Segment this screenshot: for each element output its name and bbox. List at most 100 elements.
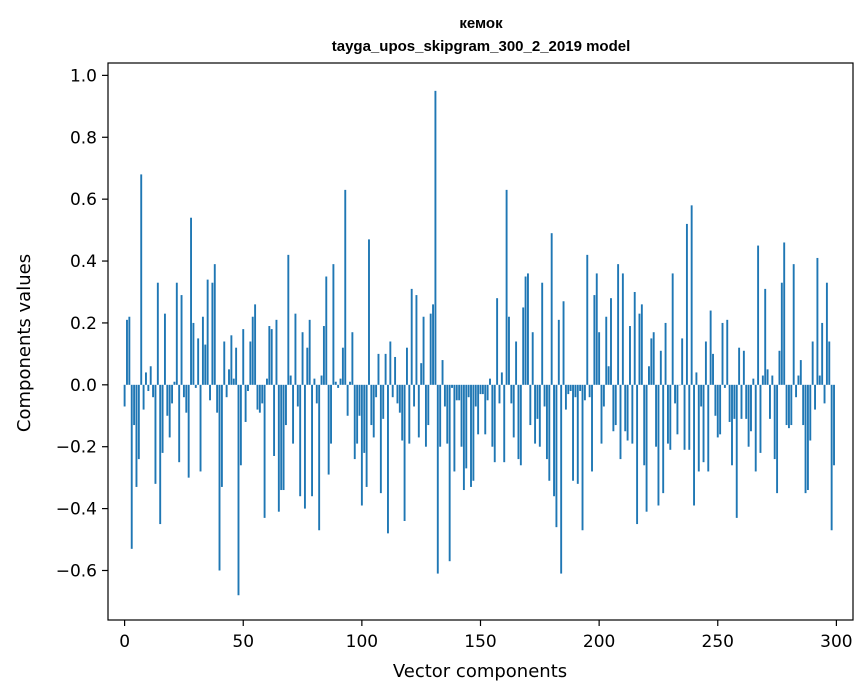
bar bbox=[477, 384, 480, 435]
bar bbox=[757, 245, 760, 385]
bar bbox=[330, 384, 332, 444]
bar bbox=[384, 353, 387, 385]
bar bbox=[168, 384, 171, 438]
bar bbox=[683, 384, 686, 450]
bar bbox=[764, 288, 767, 385]
bar bbox=[766, 369, 769, 385]
bar bbox=[529, 384, 532, 426]
bar bbox=[614, 384, 617, 426]
bar bbox=[821, 322, 824, 385]
bar bbox=[626, 384, 629, 441]
bar bbox=[657, 384, 660, 506]
bar bbox=[258, 384, 261, 413]
bar bbox=[666, 384, 669, 444]
bar bbox=[481, 384, 484, 395]
bar bbox=[633, 291, 636, 385]
bar bbox=[510, 384, 513, 404]
bar bbox=[702, 384, 705, 463]
bar bbox=[467, 384, 470, 398]
bar bbox=[173, 381, 176, 385]
x-tick-label: 100 bbox=[346, 632, 378, 652]
bar bbox=[738, 347, 741, 385]
bar bbox=[602, 384, 605, 407]
bar bbox=[538, 384, 541, 447]
bar bbox=[576, 384, 579, 484]
bar bbox=[638, 313, 641, 385]
bar bbox=[344, 189, 347, 385]
bar bbox=[237, 384, 240, 596]
bar bbox=[733, 384, 736, 419]
bar bbox=[631, 384, 634, 444]
bar bbox=[218, 384, 221, 571]
bar bbox=[462, 384, 465, 491]
bar bbox=[178, 384, 181, 463]
bar bbox=[285, 384, 287, 426]
bar bbox=[401, 384, 404, 441]
bar bbox=[398, 384, 401, 413]
bar bbox=[693, 384, 695, 506]
bar bbox=[230, 335, 233, 385]
x-tick-label: 200 bbox=[583, 632, 615, 652]
bar bbox=[372, 384, 375, 438]
bar bbox=[465, 384, 468, 469]
bar bbox=[569, 384, 572, 392]
bar bbox=[783, 242, 786, 385]
bar bbox=[375, 384, 378, 398]
y-axis-label: Components values bbox=[14, 254, 35, 432]
bar bbox=[595, 273, 598, 385]
bar bbox=[716, 384, 719, 438]
x-axis-label: Vector components bbox=[393, 661, 567, 682]
bar bbox=[147, 384, 150, 392]
y-tick-label: 0.0 bbox=[70, 376, 97, 396]
bar bbox=[282, 384, 285, 491]
bar bbox=[213, 264, 216, 385]
bar bbox=[662, 384, 665, 494]
bar bbox=[268, 326, 271, 385]
bar bbox=[624, 384, 627, 432]
y-tick-label: −0.6 bbox=[56, 561, 97, 581]
bar bbox=[263, 384, 266, 518]
bar bbox=[517, 384, 520, 460]
bar bbox=[439, 384, 442, 447]
bar bbox=[830, 384, 833, 531]
x-tick-label: 150 bbox=[464, 632, 496, 652]
bar bbox=[655, 384, 658, 447]
bar bbox=[823, 384, 826, 404]
bar bbox=[690, 205, 693, 385]
bar bbox=[659, 350, 662, 385]
bar bbox=[541, 282, 544, 385]
bar bbox=[185, 384, 188, 413]
bar bbox=[486, 384, 489, 401]
bar bbox=[489, 378, 491, 385]
bar bbox=[363, 384, 366, 453]
bar bbox=[320, 375, 323, 385]
bar bbox=[292, 384, 295, 444]
bar bbox=[365, 384, 368, 487]
bar bbox=[429, 313, 432, 385]
bar bbox=[140, 174, 143, 385]
bar bbox=[152, 384, 155, 398]
bar bbox=[553, 384, 555, 497]
bar bbox=[607, 366, 610, 385]
x-tick-label: 0 bbox=[119, 632, 130, 652]
bar bbox=[726, 319, 729, 385]
bar bbox=[187, 384, 190, 478]
bar bbox=[358, 384, 361, 416]
bar bbox=[194, 384, 197, 388]
bar bbox=[771, 375, 774, 385]
bar bbox=[235, 347, 238, 385]
bar bbox=[534, 384, 537, 444]
bar bbox=[567, 384, 570, 395]
bar bbox=[484, 384, 487, 435]
bar bbox=[249, 341, 252, 385]
bar bbox=[735, 384, 738, 518]
bar bbox=[377, 353, 380, 385]
y-tick-label: 0.8 bbox=[70, 128, 97, 148]
bar bbox=[664, 322, 667, 385]
bar bbox=[413, 384, 416, 407]
bar bbox=[389, 341, 392, 385]
bar bbox=[455, 384, 458, 401]
bar bbox=[228, 369, 230, 385]
bar bbox=[773, 384, 776, 460]
bar bbox=[612, 384, 615, 432]
